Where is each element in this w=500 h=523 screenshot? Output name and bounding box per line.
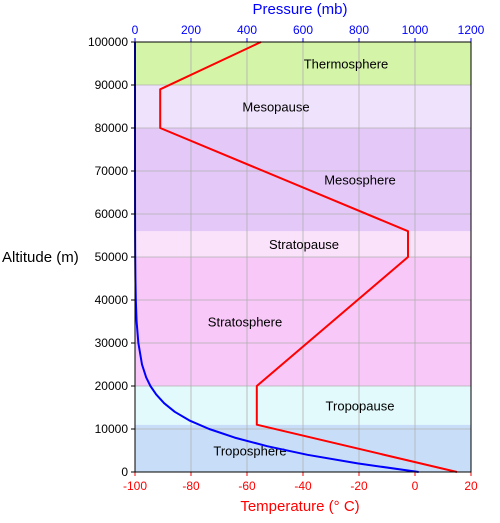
pressure-tick-label: 200 <box>181 23 201 37</box>
temperature-tick-label: -80 <box>182 479 200 493</box>
altitude-tick-label: 80000 <box>95 121 129 135</box>
temperature-tick-label: -60 <box>238 479 256 493</box>
layer-label: Stratopause <box>269 237 339 252</box>
temperature-tick-label: -20 <box>350 479 368 493</box>
altitude-tick-label: 10000 <box>95 422 129 436</box>
ticks-group: 0100002000030000400005000060000700008000… <box>88 23 485 493</box>
temperature-axis-title: Temperature (° C) <box>240 498 359 515</box>
altitude-axis-title: Altitude (m) <box>2 249 79 266</box>
layer-label: Stratosphere <box>208 315 282 330</box>
pressure-tick-label: 400 <box>237 23 257 37</box>
temperature-tick-label: -40 <box>294 479 312 493</box>
altitude-tick-label: 90000 <box>95 78 129 92</box>
altitude-tick-label: 100000 <box>88 35 128 49</box>
pressure-tick-label: 600 <box>293 23 313 37</box>
layer-label: Mesosphere <box>324 173 396 188</box>
altitude-tick-label: 20000 <box>95 379 129 393</box>
pressure-tick-label: 800 <box>349 23 369 37</box>
layer-label: Thermosphere <box>304 57 389 72</box>
layer-label: Tropopause <box>326 398 395 413</box>
altitude-tick-label: 30000 <box>95 336 129 350</box>
pressure-tick-label: 1200 <box>458 23 485 37</box>
pressure-tick-label: 1000 <box>402 23 429 37</box>
altitude-tick-label: 60000 <box>95 207 129 221</box>
layer-label: Mesopause <box>242 100 309 115</box>
altitude-tick-label: 70000 <box>95 164 129 178</box>
pressure-axis-title: Pressure (mb) <box>252 1 347 18</box>
layer-label: Troposphere <box>213 444 286 459</box>
altitude-tick-label: 40000 <box>95 293 129 307</box>
temperature-tick-label: -100 <box>123 479 147 493</box>
temperature-tick-label: 20 <box>464 479 478 493</box>
temperature-series-line <box>159 41 458 473</box>
plot-frame <box>134 41 472 473</box>
temperature-tick-label: 0 <box>412 479 419 493</box>
layer-labels: Troposphere Tropopause Stratosphere Stratop… <box>208 57 396 459</box>
altitude-tick-label: 50000 <box>95 250 129 264</box>
altitude-tick-label: 0 <box>121 465 128 479</box>
pressure-tick-label: 0 <box>132 23 139 37</box>
